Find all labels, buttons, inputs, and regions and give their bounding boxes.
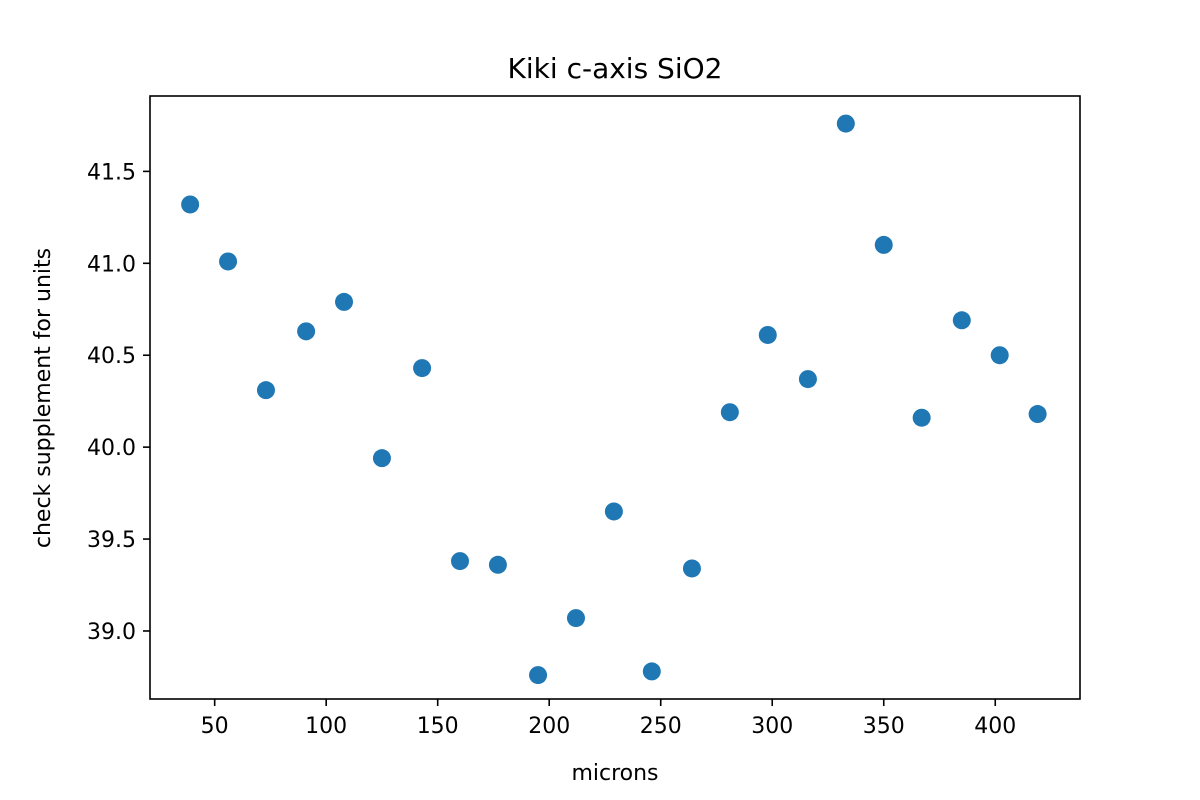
- x-tick-label: 300: [751, 714, 793, 739]
- data-point: [181, 195, 200, 214]
- data-point: [720, 403, 739, 422]
- data-point: [297, 322, 316, 341]
- data-point: [413, 359, 432, 378]
- data-point: [566, 609, 585, 628]
- x-tick-label: 250: [640, 714, 682, 739]
- y-tick-label: 41.5: [87, 160, 136, 185]
- axis-ticks: 50 100 150 200 250 300 350 400 39.0 39.5 40.0 40.5 4…: [87, 160, 1016, 739]
- x-axis-label: microns: [571, 761, 658, 786]
- x-tick-label: 100: [305, 714, 347, 739]
- plot-frame: [149, 95, 1081, 700]
- data-point: [912, 408, 931, 427]
- data-point: [990, 346, 1009, 365]
- y-tick-label: 39.0: [87, 620, 136, 645]
- data-point: [488, 555, 507, 574]
- y-tick-label: 40.5: [87, 344, 136, 369]
- data-point: [836, 114, 855, 133]
- y-tick-label: 40.0: [87, 436, 136, 461]
- data-point: [874, 235, 893, 254]
- data-point: [529, 666, 548, 685]
- data-points: [181, 114, 1047, 685]
- data-point: [642, 662, 661, 681]
- data-point: [798, 370, 817, 389]
- data-point: [451, 552, 469, 571]
- data-point: [604, 502, 623, 521]
- y-axis-label: check supplement for units: [31, 248, 56, 548]
- data-point: [219, 252, 238, 271]
- data-point: [682, 559, 701, 578]
- y-tick-label: 41.0: [87, 252, 136, 277]
- data-point: [1028, 405, 1047, 424]
- x-tick-label: 50: [201, 714, 229, 739]
- x-tick-label: 150: [417, 714, 459, 739]
- x-tick-label: 200: [528, 714, 570, 739]
- data-point: [758, 325, 777, 344]
- x-tick-label: 400: [974, 714, 1016, 739]
- data-point: [256, 381, 275, 400]
- data-point: [952, 311, 971, 330]
- chart-title: Kiki c-axis SiO2: [508, 52, 723, 85]
- data-point: [335, 292, 354, 311]
- x-tick-label: 350: [863, 714, 905, 739]
- data-point: [372, 449, 391, 468]
- y-tick-label: 39.5: [87, 528, 136, 553]
